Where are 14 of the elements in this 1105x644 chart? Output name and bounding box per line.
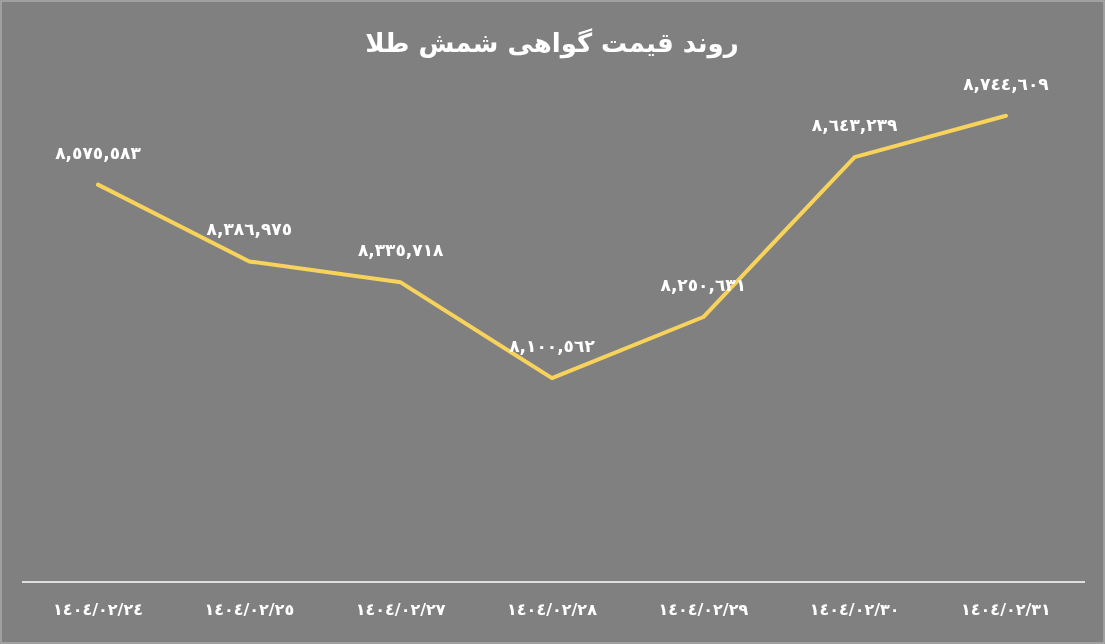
- x-tick-label: ١٤٠٤/٠٢/٣١: [961, 600, 1051, 619]
- x-tick-label: ١٤٠٤/٠٢/٢٧: [355, 600, 446, 619]
- chart-title: روند قیمت گواهی شمش طلا: [365, 28, 739, 59]
- x-tick-label: ١٤٠٤/٠٢/٢٤: [53, 600, 143, 619]
- data-label: ٨,٣٣٥,٧١٨: [357, 240, 445, 261]
- x-tick-label: ١٤٠٤/٠٢/٢٩: [658, 600, 749, 619]
- data-label: ٨,٣٨٦,٩٧٥: [206, 219, 293, 240]
- x-tick-label: ١٤٠٤/٠٢/٣٠: [809, 600, 900, 619]
- x-tick-label: ١٤٠٤/٠٢/٢٨: [507, 600, 598, 619]
- x-tick-label: ١٤٠٤/٠٢/٢٥: [204, 600, 295, 619]
- data-label: ٨,٦٤٣,٢٣٩: [811, 115, 899, 136]
- data-label: ٨,٧٤٤,٦٠٩: [963, 73, 1050, 94]
- data-label: ٨,٥٧٥,٥٨٣: [55, 142, 142, 163]
- data-label: ٨,١٠٠,٥٦٢: [509, 336, 596, 357]
